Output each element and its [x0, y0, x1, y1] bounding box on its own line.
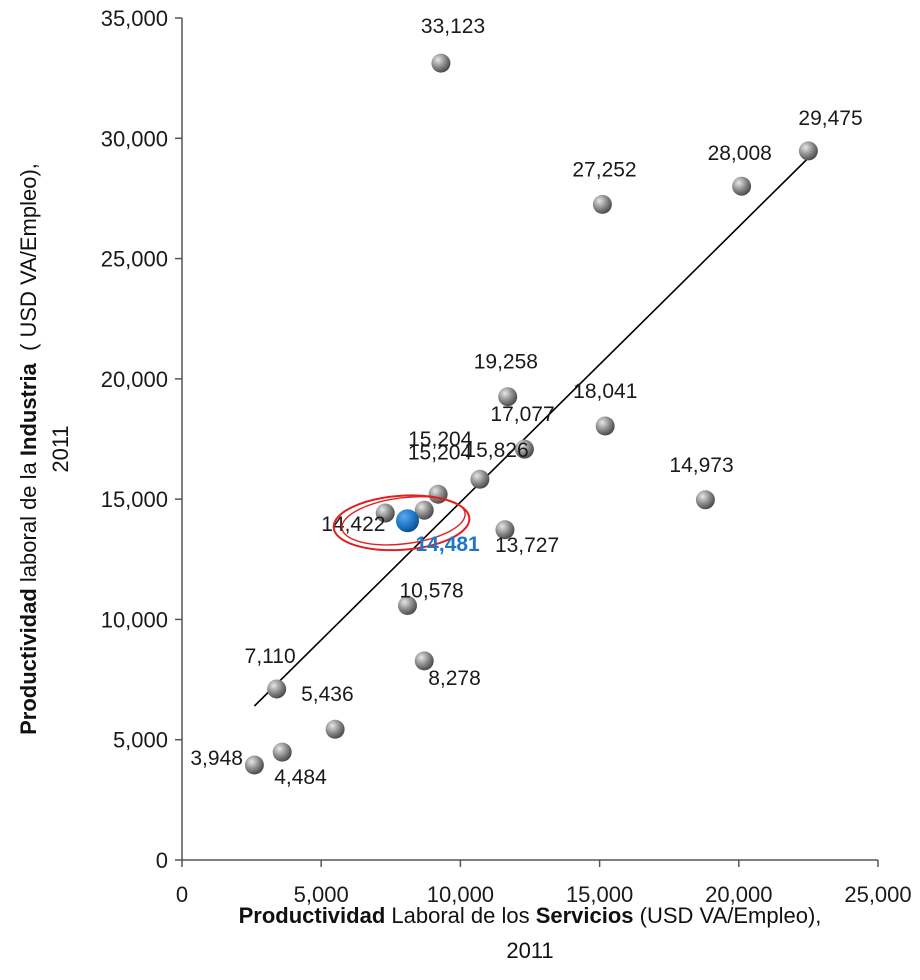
data-point [495, 520, 515, 540]
highlight-point [396, 509, 420, 533]
data-point [414, 651, 434, 671]
data-point [732, 176, 752, 196]
data-label: 14,422 [321, 513, 385, 536]
data-label: 27,252 [572, 158, 636, 181]
x-axis-title-year: 2011 [506, 938, 553, 963]
data-label: 13,727 [495, 534, 559, 557]
data-point [595, 416, 615, 436]
data-point [798, 141, 818, 161]
trendline [253, 154, 812, 707]
highlight-group: 14,481 [332, 494, 481, 556]
data-label: 5,436 [301, 683, 354, 706]
data-point [398, 596, 418, 616]
data-point [592, 194, 612, 214]
data-point [414, 500, 434, 520]
y-tick-label: 5,000 [113, 728, 168, 753]
data-label: 29,475 [798, 107, 862, 130]
data-label: 8,278 [428, 667, 481, 690]
highlight-ellipse-inner [341, 496, 466, 546]
x-tick-label: 0 [176, 882, 188, 907]
data-label: 15,204 [408, 428, 473, 451]
x-tick-label: 20,000 [705, 882, 772, 907]
data-points [244, 53, 818, 775]
data-label: 15,826 [464, 439, 528, 462]
y-tick-label: 0 [156, 848, 168, 873]
y-ticks: 0 5,000 10,000 15,000 20,000 25,000 30,000 35,0… [101, 6, 182, 873]
x-tick-label: 15,000 [566, 882, 633, 907]
data-labels: 33,123 29,475 28,008 27,252 19,258 18,041 17,0… [190, 15, 862, 789]
trendline-group [253, 154, 812, 707]
data-point [272, 742, 292, 762]
x-tick-label: 10,000 [427, 882, 494, 907]
y-tick-label: 20,000 [101, 367, 168, 392]
y-tick-label: 25,000 [101, 247, 168, 272]
x-ticks: 0 5,000 10,000 15,000 20,000 25,000 [176, 860, 912, 907]
x-tick-label: 5,000 [294, 882, 349, 907]
highlight-label: 14,481 [416, 533, 481, 556]
y-tick-label: 35,000 [101, 6, 168, 31]
data-label: 14,973 [669, 454, 733, 477]
data-point [514, 439, 534, 459]
x-tick-label: 25,000 [844, 882, 911, 907]
y-tick-label: 30,000 [101, 126, 168, 151]
data-label: 7,110 [245, 645, 296, 668]
x-axis-title: Productividad Laboral de los Servicios (… [239, 903, 822, 928]
y-tick-label: 15,000 [101, 487, 168, 512]
data-point [375, 503, 395, 523]
data-label: 18,041 [573, 380, 637, 403]
data-label: 17,077 [490, 403, 554, 426]
data-label: 3,948 [190, 747, 243, 770]
y-axis-title-year: 2011 [48, 425, 73, 472]
data-label: 19,258 [474, 351, 538, 374]
data-point [470, 469, 490, 489]
axes [181, 18, 878, 861]
data-point [498, 387, 518, 407]
data-label: 15,204 [408, 441, 473, 464]
data-label: 28,008 [708, 142, 772, 165]
data-label: 4,484 [274, 766, 327, 789]
highlight-ellipse [332, 494, 471, 552]
data-point [695, 490, 715, 510]
data-point [244, 755, 264, 775]
data-point [431, 53, 451, 73]
y-tick-label: 10,000 [101, 607, 168, 632]
data-point [428, 484, 448, 504]
data-point [267, 679, 287, 699]
data-point [325, 719, 345, 739]
y-axis-title: Productividad laboral de la Industria ( … [16, 163, 41, 735]
data-label: 33,123 [421, 15, 485, 38]
data-label: 10,578 [400, 580, 464, 603]
